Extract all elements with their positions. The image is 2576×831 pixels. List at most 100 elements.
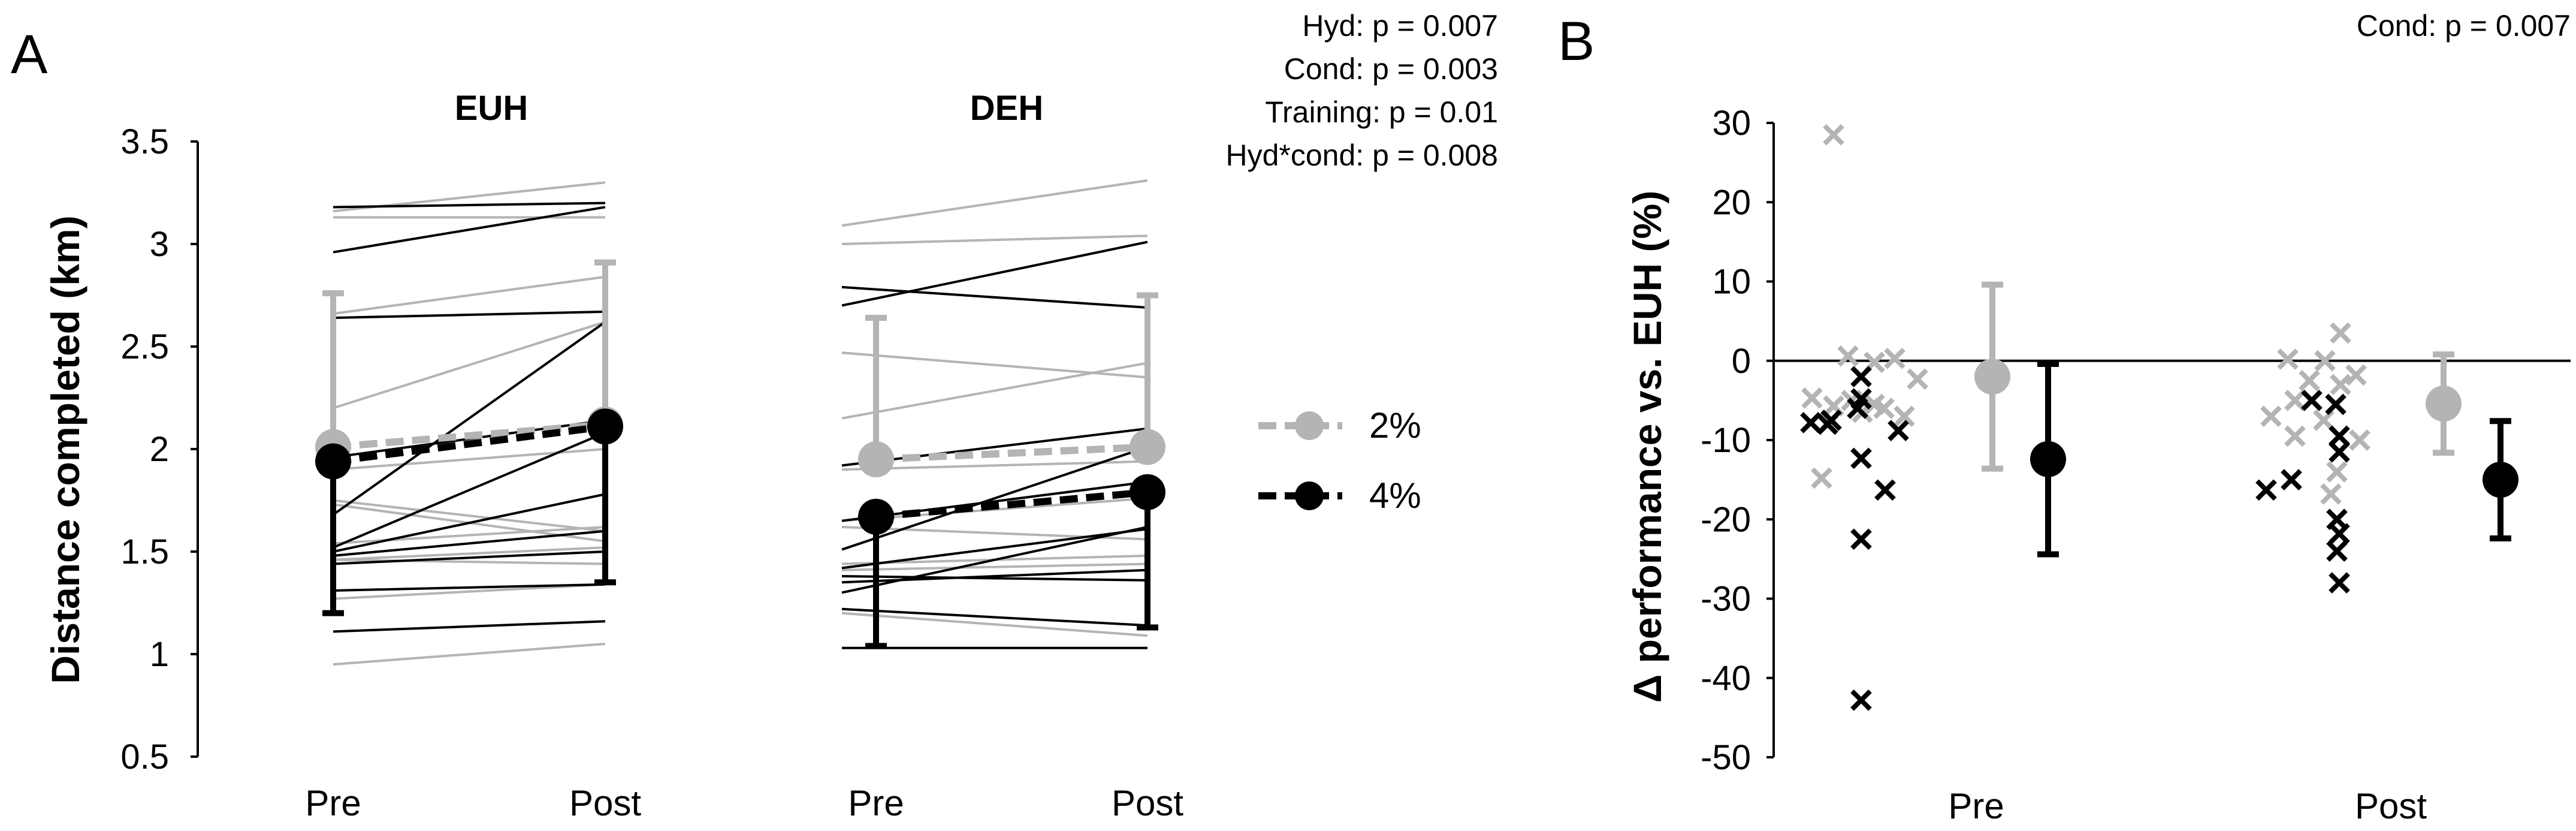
mean-line-euh-2pct [333,420,606,451]
cross-marker-4pct-pre [1850,689,1872,711]
cross-marker-2pct-post [2299,369,2320,392]
stat-training: Training: p = 0.01 [1265,95,1498,129]
mean-marker-euh-4pct-post [587,408,623,445]
cross-marker-4pct-pre [1874,479,1896,501]
euh-post-label: Post [569,783,641,823]
panel-a-y-tick-label: 3.5 [120,122,169,161]
mean-marker-b-2pct-pre [1974,359,2010,395]
cross-marker-2pct-pre [1907,368,1928,390]
individual-line-deh-4pct [841,528,1148,570]
b-pre-label: Pre [1948,786,2004,826]
deh-pre-label: Pre [848,783,904,823]
cross-marker-2pct-post [2320,483,2342,505]
individual-line-deh-4pct [841,526,1148,594]
mean-line-deh-4pct [875,488,1148,520]
panel-a-individual-lines [332,179,1148,666]
individual-line-deh-2pct [841,351,1148,379]
cross-marker-2pct-post [2330,322,2351,344]
individual-line-euh-4pct [333,310,606,320]
cross-marker-4pct-post [2329,441,2350,463]
panel-a-chart: 0.511.522.533.5 Distance completed (km) … [43,9,1498,823]
panel-b-y-tick-label: -40 [1701,659,1751,698]
panel-b-points [1800,124,2370,711]
legend-4pct-label: 4% [1369,475,1421,516]
individual-line-deh-4pct [841,575,1148,582]
mean-line-euh-4pct [333,423,606,465]
cross-marker-2pct-post [2330,374,2351,396]
panel-a-y-tick-label: 1 [150,635,169,674]
individual-line-deh-2pct [841,362,1148,420]
individual-line-euh-2pct [333,321,606,410]
panel-a-y-tick-label: 3 [150,225,169,264]
cross-marker-4pct-post [2281,469,2302,490]
deh-title: DEH [970,89,1043,128]
individual-line-euh-4pct [333,620,606,633]
panel-b-y-tick-label: 20 [1712,183,1751,222]
panel-b-y-ticks: 30 20 10 0 -10 -20 -30 -40 -50 [1701,104,1774,777]
cross-marker-4pct-post [2329,523,2350,544]
cross-marker-4pct-post [2329,572,2350,594]
individual-line-euh-2pct [333,546,606,561]
individual-line-euh-2pct [333,642,606,666]
stat-hyd-cond: Hyd*cond: p = 0.008 [1226,138,1499,172]
cross-marker-2pct-post [2349,429,2370,451]
euh-pre-label: Pre [305,783,361,823]
cross-marker-4pct-post [2301,390,2323,411]
panel-a-y-ticks: 0.5 1 1.5 2 2.5 3 3.5 [120,122,198,776]
mean-marker-euh-4pct-pre [315,443,351,480]
cross-marker-2pct-pre [1873,398,1895,419]
cross-marker-2pct-pre [1801,387,1823,409]
individual-line-euh-4pct [333,201,606,209]
mean-marker-deh-4pct-pre [858,498,894,535]
individual-line-euh-4pct [333,529,606,557]
cross-marker-2pct-pre [1884,347,1905,369]
individual-line-euh-2pct [333,275,606,315]
panel-b-y-tick-label: -30 [1701,580,1751,619]
individual-line-deh-4pct [841,240,1148,307]
panel-b-y-tick-label: -20 [1701,500,1751,539]
individual-line-euh-4pct [333,550,606,565]
cross-marker-2pct-pre [1823,124,1844,146]
stat-b-cond: Cond: p = 0.007 [2357,9,2571,43]
individual-line-euh-4pct [333,431,606,549]
stat-hyd: Hyd: p = 0.007 [1302,9,1498,43]
cross-marker-2pct-post [2313,410,2335,431]
panel-b-y-tick-label: 30 [1712,104,1751,143]
individual-line-deh-4pct [841,285,1148,309]
cross-marker-4pct-post [2329,425,2350,447]
legend: 2% 4% [1258,405,1421,516]
cross-marker-4pct-pre [1850,528,1872,550]
individual-line-euh-2pct [333,499,606,532]
individual-line-euh-4pct [332,321,606,516]
individual-line-euh-2pct [333,525,606,545]
b-post-label: Post [2355,786,2427,826]
cross-marker-2pct-post [2326,461,2348,483]
panel-a-label: A [11,24,48,85]
individual-line-euh-2pct [333,558,606,565]
stat-cond: Cond: p = 0.003 [1284,52,1498,86]
cross-marker-4pct-pre [1850,447,1872,469]
individual-line-euh-4pct [333,493,606,553]
individual-line-euh-4pct [333,206,606,254]
cross-marker-4pct-post [2325,393,2347,416]
cross-marker-4pct-post [2255,479,2277,501]
cross-marker-2pct-post [2314,350,2336,372]
individual-line-euh-2pct [333,583,606,600]
individual-line-deh-4pct [841,607,1148,627]
cross-marker-4pct-pre [1847,398,1868,419]
legend-2pct-marker [1295,411,1324,440]
cross-marker-4pct-pre [1800,412,1822,433]
individual-line-deh-2pct [841,460,1148,471]
panel-b-y-tick-label: -50 [1701,738,1751,777]
cross-marker-2pct-post [2284,425,2306,447]
legend-2pct-label: 2% [1369,405,1421,445]
individual-line-deh-4pct [841,568,1148,584]
panel-b-means [1974,281,2518,558]
mean-marker-deh-2pct-pre [858,441,894,478]
panel-b-label: B [1558,11,1594,72]
individual-line-deh-2pct [841,179,1148,227]
panel-b-chart: 30 20 10 0 -10 -20 -30 -40 -50 Δ performance vs.… [1625,9,2571,826]
mean-marker-b-4pct-post [2483,462,2518,498]
cross-marker-2pct-post [2277,348,2299,370]
